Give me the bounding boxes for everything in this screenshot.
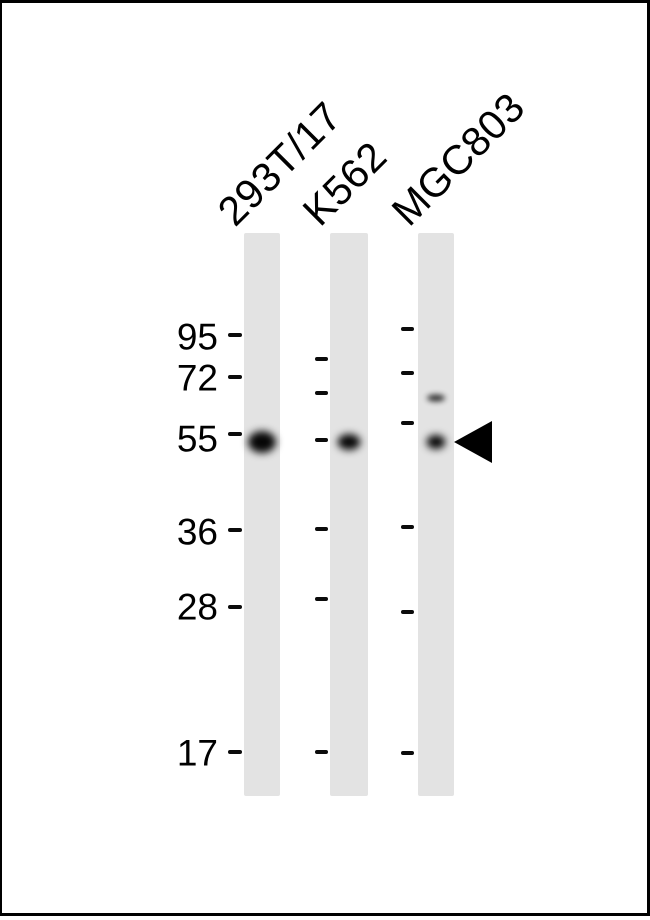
mw-marker-label: 72 [176,357,218,399]
mw-marker-tick [228,432,242,436]
lane-strip [244,233,280,796]
lane-marker-tick [315,357,328,361]
protein-band [248,431,276,453]
lane-marker-tick [401,525,414,529]
mw-marker-label: 17 [176,732,218,774]
mw-marker-tick [228,375,242,379]
lane-marker-tick [401,751,414,755]
mw-marker-tick [228,750,242,754]
target-band-arrow-icon [454,421,492,463]
lane-marker-tick [315,750,328,754]
lane-marker-tick [401,371,414,375]
mw-marker-label: 95 [176,316,218,358]
lane-marker-tick [315,438,328,442]
lane-marker-tick [401,421,414,425]
mw-marker-tick [228,333,242,337]
faint-band [427,394,445,402]
lane-strip [418,233,454,796]
mw-marker-tick [228,605,242,609]
mw-marker-label: 28 [176,586,218,628]
mw-marker-label: 36 [176,511,218,553]
lane-marker-tick [315,597,328,601]
lane-marker-tick [401,610,414,614]
mw-marker-label: 55 [176,418,218,460]
protein-band [337,434,361,450]
protein-band [426,435,446,449]
lane-marker-tick [315,527,328,531]
lane-marker-tick [315,391,328,395]
mw-marker-tick [228,528,242,532]
lane-marker-tick [401,327,414,331]
lane-strip [330,233,368,796]
